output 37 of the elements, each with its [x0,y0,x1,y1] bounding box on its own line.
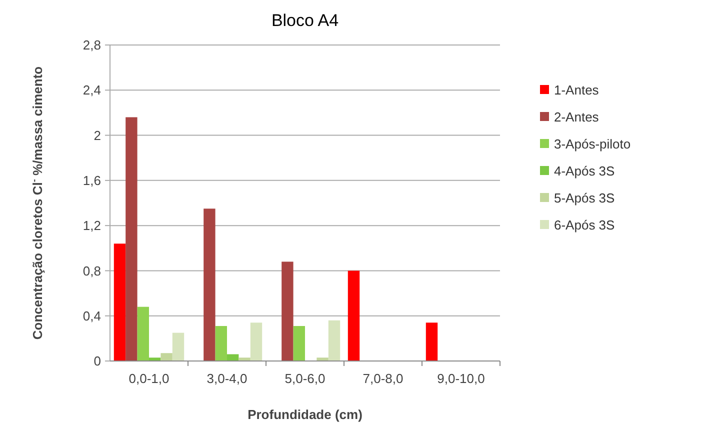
x-axis-title: Profundidade (cm) [248,407,362,422]
y-tick-label: 2,4 [82,82,101,98]
y-tick-label: 0,8 [82,263,101,278]
y-tick-label: 1,2 [82,218,101,234]
x-tick-label: 7,0-8,0 [362,371,404,386]
bar [316,358,328,361]
bar [172,332,184,361]
y-tick-label: 2,8 [82,38,101,53]
legend-label: 2-Antes [554,110,600,125]
bar [114,244,126,361]
y-tick-label: 2 [94,128,101,143]
bar [137,306,149,361]
bar [215,326,227,361]
x-tick-label: 5,0-6,0 [284,371,326,386]
bar [238,358,250,361]
bar [204,208,216,361]
y-tick-label: 0,4 [82,308,101,324]
bar [126,117,138,361]
bar [227,354,239,361]
bar [348,270,360,361]
x-tick-label: 0,0-1,0 [128,371,170,386]
legend-label: 4-Após 3S [554,164,616,179]
bar [426,322,438,361]
x-tick-label: 3,0-4,0 [206,371,248,386]
x-tick-label: 9,0-10,0 [437,371,485,386]
bar [328,320,340,361]
legend-label: 6-Após 3S [554,218,616,233]
bar [293,326,305,361]
bar [250,322,262,361]
y-tick-label: 0 [94,354,101,369]
bar [160,353,172,361]
legend-label: 3-Após-piloto [554,136,631,152]
legend-label: 1-Antes [554,82,600,98]
chart-title: Bloco A4 [271,11,339,30]
y-tick-label: 1,6 [82,172,101,188]
bar [282,262,294,361]
legend-label: 5-Após 3S [554,190,616,206]
